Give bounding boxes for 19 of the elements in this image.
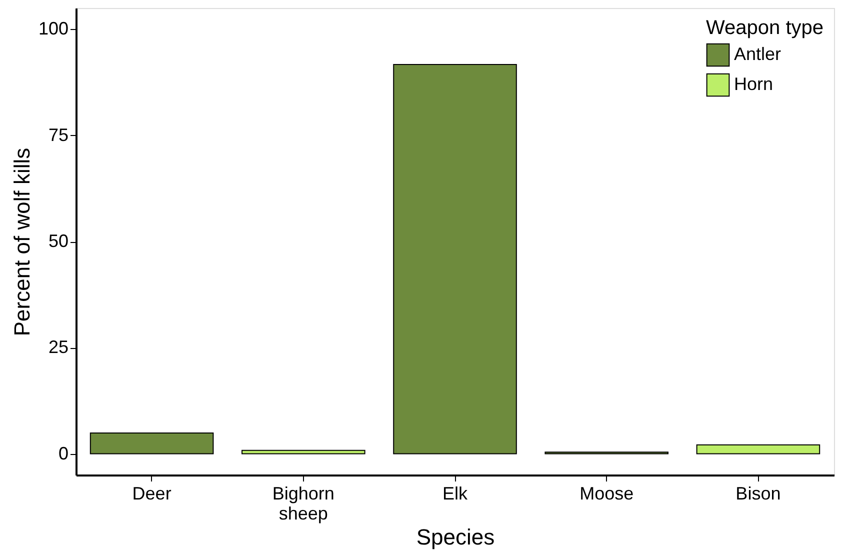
y-tick-label: 100: [38, 18, 68, 39]
y-tick-label: 0: [58, 443, 68, 464]
y-tick-label: 75: [48, 124, 68, 145]
x-tick-label: Bighorn sheep: [272, 484, 334, 524]
x-tick-label: Deer: [132, 484, 172, 504]
x-tick-label: Moose: [580, 484, 634, 504]
x-tick-label: Elk: [442, 484, 468, 504]
bar: [90, 432, 214, 454]
legend-label: Horn: [734, 74, 774, 94]
legend-title: Weapon type: [706, 17, 824, 39]
y-tick-label: 50: [48, 231, 68, 251]
bar: [696, 444, 820, 454]
bar: [242, 450, 366, 454]
legend-label: Antler: [734, 44, 782, 64]
x-axis-title: Species: [416, 524, 495, 550]
y-axis-title: Percent of wolf kills: [9, 148, 34, 336]
x-tick-label: Bison: [736, 484, 781, 504]
y-tick-label: 25: [48, 337, 68, 358]
bar: [393, 64, 517, 454]
